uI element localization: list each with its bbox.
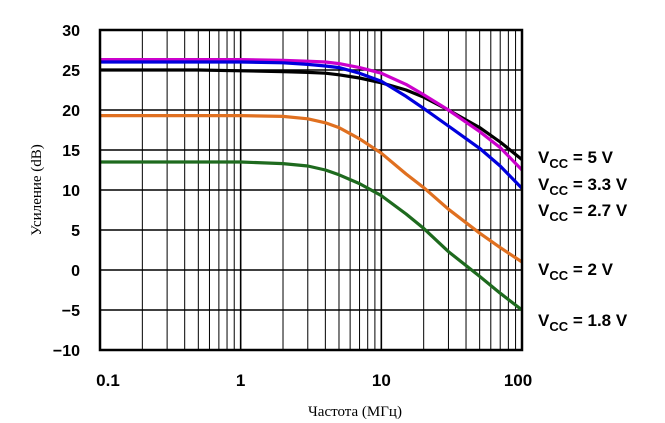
series-labels: VCC = 5 V VCC = 3.3 V VCC = 2.7 V VCC = 2 V… [538, 148, 628, 334]
y-tick-label: 0 [71, 263, 80, 280]
series-label: VCC = 2.7 V [538, 201, 628, 224]
plot-frame [98, 28, 524, 352]
series-curves [100, 57, 524, 312]
series-label: VCC = 2 V [538, 260, 614, 283]
x-tick-label: 10 [372, 371, 391, 390]
x-axis-title: Частота (МГц) [308, 404, 402, 420]
series-label: VCC = 3.3 V [538, 175, 628, 198]
y-tick-label: 25 [62, 63, 80, 80]
series-label: VCC = 1.8 V [538, 311, 628, 334]
series-line [100, 57, 524, 172]
series-line [100, 113, 523, 264]
y-tick-label: 15 [62, 143, 80, 160]
y-tick-label: 30 [62, 23, 80, 40]
y-tick-label: −5 [62, 303, 80, 320]
series-line [100, 160, 523, 312]
y-tick-label: 5 [71, 223, 80, 240]
y-axis-title: Усиление (dB) [29, 144, 45, 236]
y-tick-label: −10 [53, 343, 80, 360]
x-tick-labels: 0.1 1 10 100 [96, 371, 532, 390]
x-tick-label: 100 [504, 371, 532, 390]
y-tick-labels: 30 25 20 15 10 5 0 −5 −10 [53, 23, 80, 360]
x-tick-label: 0.1 [96, 371, 120, 390]
x-tick-label: 1 [236, 371, 245, 390]
y-tick-label: 10 [62, 183, 80, 200]
y-tick-label: 20 [62, 103, 80, 120]
grid-lines [100, 30, 522, 350]
series-line [100, 68, 524, 161]
series-line [100, 60, 524, 190]
series-label: VCC = 5 V [538, 148, 614, 171]
